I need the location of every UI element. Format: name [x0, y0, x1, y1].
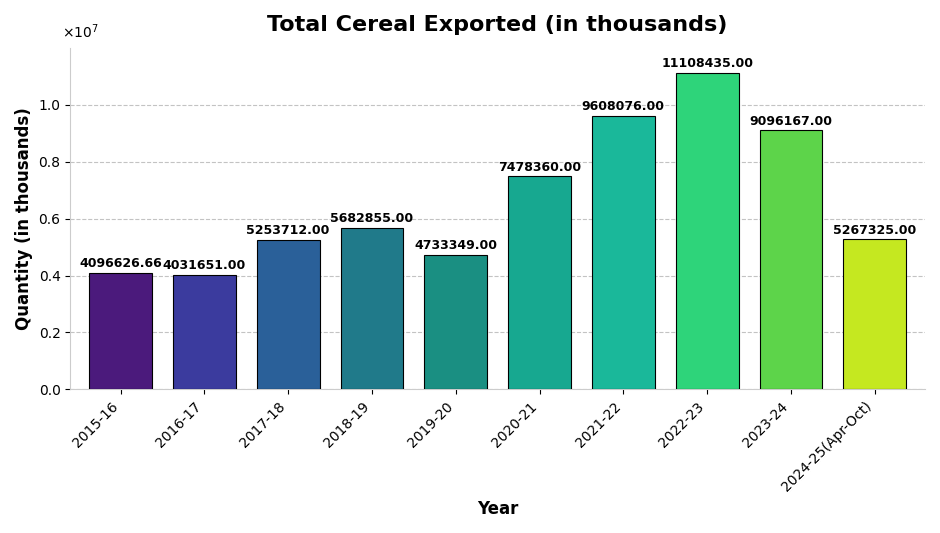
Bar	[843, 239, 906, 390]
Bar	[424, 255, 487, 390]
Text: 5253712.00: 5253712.00	[246, 224, 330, 237]
Text: 5267325.00: 5267325.00	[833, 223, 916, 237]
Y-axis label: Quantity (in thousands): Quantity (in thousands)	[15, 107, 33, 330]
Bar	[173, 274, 236, 390]
Text: 5682855.00: 5682855.00	[330, 212, 414, 225]
Bar	[89, 273, 152, 390]
Bar	[760, 131, 822, 390]
X-axis label: Year: Year	[477, 500, 518, 518]
Bar	[509, 176, 571, 390]
Text: $\times10^7$: $\times10^7$	[62, 22, 99, 41]
Bar	[340, 228, 403, 390]
Text: 7478360.00: 7478360.00	[498, 160, 581, 174]
Text: 11108435.00: 11108435.00	[661, 57, 753, 70]
Bar	[257, 240, 320, 390]
Text: 4031651.00: 4031651.00	[163, 259, 246, 272]
Title: Total Cereal Exported (in thousands): Total Cereal Exported (in thousands)	[268, 15, 728, 35]
Text: 9608076.00: 9608076.00	[582, 100, 665, 113]
Bar	[592, 116, 655, 390]
Bar	[676, 73, 739, 390]
Text: 4096626.66: 4096626.66	[79, 257, 162, 270]
Text: 4733349.00: 4733349.00	[415, 239, 497, 252]
Text: 9096167.00: 9096167.00	[749, 115, 833, 127]
